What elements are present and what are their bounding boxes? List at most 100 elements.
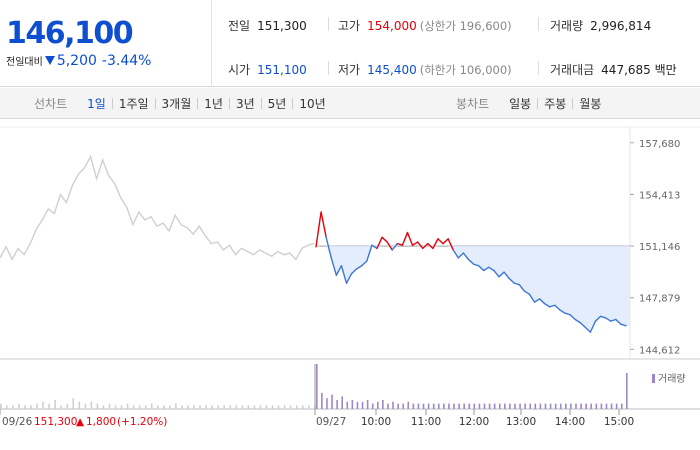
tab-monthly-candle[interactable]: 월봉 (579, 97, 602, 111)
volume-bar (18, 403, 20, 409)
today-line-up-segment (386, 241, 393, 251)
volume-bar (247, 405, 250, 409)
today-line-down-segment (330, 257, 338, 276)
change-percent: -3.44% (101, 53, 152, 69)
volume-bar (30, 405, 32, 409)
volume-bar (181, 405, 183, 409)
tab-1-day[interactable]: 1일 (87, 97, 106, 111)
volume-bar (126, 403, 129, 409)
divider (154, 98, 156, 109)
today-line-up-segment (427, 242, 434, 250)
tab-3-years[interactable]: 3년 (235, 97, 255, 111)
volume-bar (351, 400, 354, 409)
volume-bar (144, 405, 147, 409)
volume-bar (539, 403, 542, 409)
volume-bar (211, 405, 213, 409)
volume-bar (346, 401, 349, 409)
volume-bar (277, 405, 280, 409)
volume-bar (493, 403, 496, 409)
volume-bar (575, 403, 577, 409)
volume-chart (0, 364, 628, 409)
volume-bar (570, 403, 572, 409)
volume-bar (458, 403, 460, 409)
today-line-down-segment (620, 323, 627, 327)
volume-bar (387, 403, 389, 409)
volume-bar (432, 403, 435, 409)
y-tick-label: 151,146 (639, 242, 680, 253)
tab-10-years[interactable]: 10년 (299, 97, 326, 111)
tab-5-years[interactable]: 5년 (267, 97, 287, 111)
today-line-down-segment (457, 252, 465, 259)
volume-bar (341, 396, 344, 409)
today-line-down-segment (599, 315, 607, 319)
stat-value: 154,000 (367, 19, 417, 33)
y-tick-label: 144,612 (639, 345, 680, 356)
volume-bar (138, 405, 141, 409)
stat-sub: (하한가 106,000) (419, 63, 512, 77)
volume-bar (78, 401, 81, 409)
volume-bar (321, 392, 323, 409)
today-line-up-segment (376, 236, 383, 250)
today-line-down-segment (513, 282, 520, 286)
volume-bar (72, 398, 75, 409)
volume-bar (175, 403, 177, 409)
today-line-down-segment (493, 269, 500, 278)
stat-value: 447,685 백만 (601, 63, 677, 77)
divider (197, 98, 199, 109)
tab-1-week[interactable]: 1주일 (118, 97, 149, 111)
volume-bar (488, 403, 491, 409)
volume-bar (24, 405, 26, 409)
today-line-down-segment (325, 236, 332, 259)
today-series (315, 211, 630, 333)
today-line-down-segment (523, 290, 531, 295)
x-tick-label: 10:00 (361, 416, 391, 428)
stat-trade-value: 거래대금 447,685 백만 (550, 61, 677, 78)
volume-bar (36, 403, 38, 409)
down-triangle-icon (44, 56, 55, 65)
divider (111, 98, 113, 109)
price-chart[interactable]: 157,680 154,413 151,146 147,879 144,612 10:0… (0, 119, 700, 450)
today-line-down-segment (498, 271, 505, 278)
stat-label: 저가 (338, 63, 361, 77)
today-line-up-segment (401, 231, 409, 246)
today-line-down-segment (483, 266, 490, 272)
volume-bar (402, 403, 404, 409)
today-line-down-segment (335, 265, 343, 276)
today-line-down-segment (610, 318, 617, 322)
today-line-down-segment (488, 266, 495, 272)
prev-day-change: 1,800 (86, 416, 116, 428)
today-line-down-segment (345, 272, 353, 284)
tab-weekly-candle[interactable]: 주봉 (544, 97, 567, 111)
volume-bar (397, 403, 399, 409)
today-line-down-segment (371, 244, 378, 250)
today-line-up-segment (381, 236, 388, 243)
tab-1-year[interactable]: 1년 (204, 97, 223, 111)
volume-bar (336, 400, 338, 409)
volume-bar (453, 403, 455, 409)
tab-daily-candle[interactable]: 일봉 (509, 97, 532, 111)
volume-bar (108, 403, 111, 409)
today-line-down-segment (594, 315, 602, 322)
volume-bar (600, 403, 603, 409)
change-amount: 5,200 (56, 53, 97, 69)
current-price: 146,100 (6, 16, 134, 51)
volume-bar (90, 401, 93, 409)
volume-bar (615, 403, 618, 409)
stat-label: 전일 (228, 19, 251, 33)
volume-bar (605, 403, 608, 409)
today-line-up-segment (416, 241, 424, 250)
volume-bar (132, 405, 135, 409)
today-line-down-segment (543, 302, 551, 308)
volume-bar (265, 405, 268, 409)
line-chart-title: 선차트 (34, 97, 68, 111)
volume-bar (120, 405, 123, 409)
today-line-down-segment (508, 277, 515, 284)
volume-bar (60, 405, 62, 409)
today-line-down-segment (554, 304, 561, 311)
today-line-down-segment (538, 298, 546, 305)
volume-bar (366, 400, 369, 409)
tab-3-months[interactable]: 3개월 (161, 97, 192, 111)
volume-bar (473, 403, 476, 409)
volume-bar (590, 403, 593, 409)
volume-bar (0, 403, 2, 409)
